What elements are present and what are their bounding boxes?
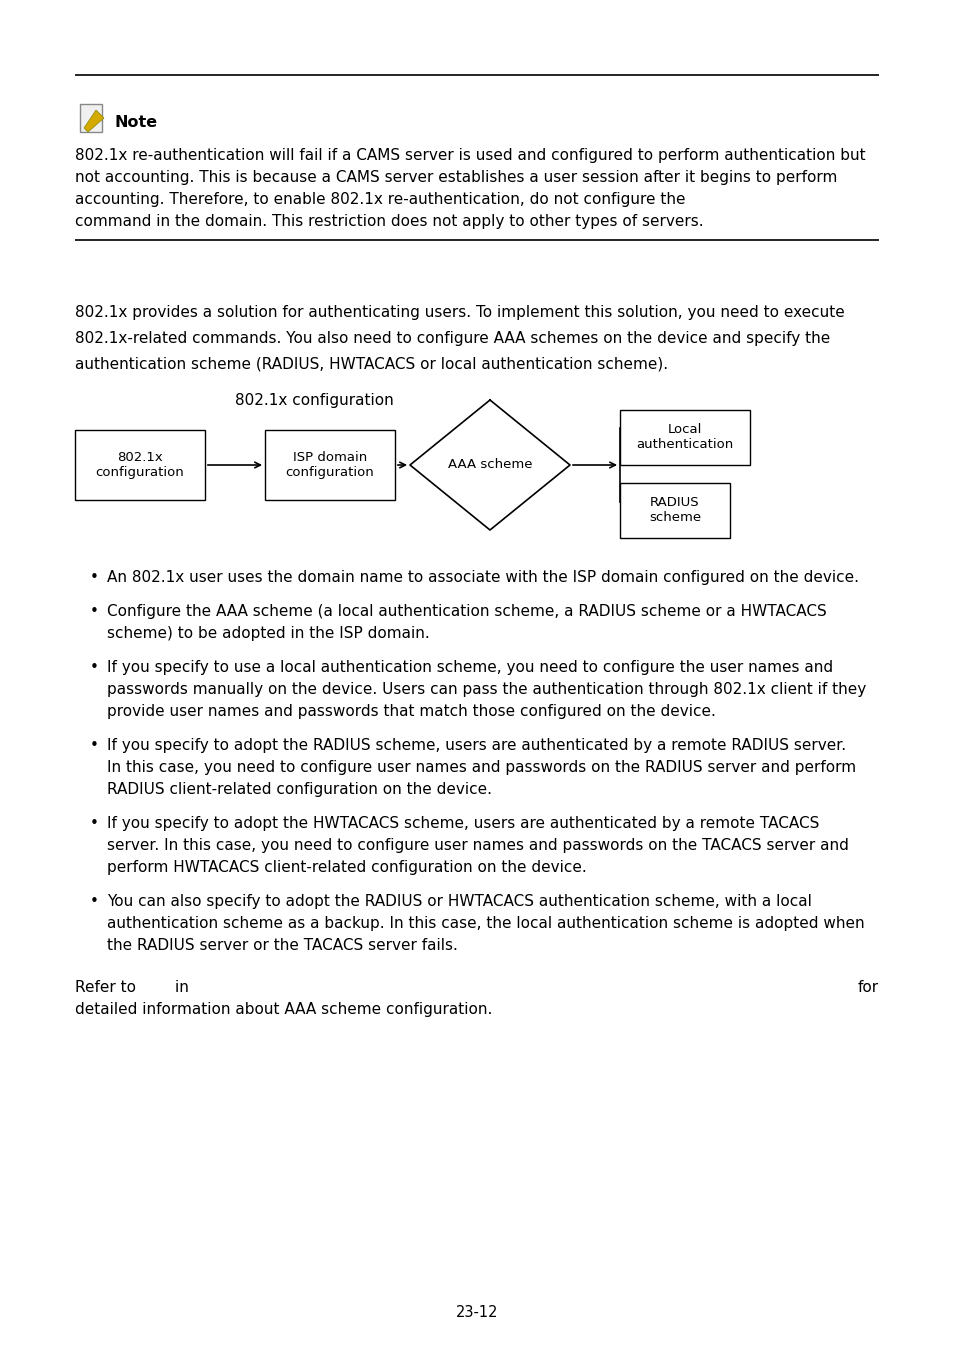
Text: RADIUS client-related configuration on the device.: RADIUS client-related configuration on t… [107, 782, 492, 796]
Text: •: • [90, 738, 99, 753]
Text: scheme) to be adopted in the ISP domain.: scheme) to be adopted in the ISP domain. [107, 626, 429, 641]
Text: perform HWTACACS client-related configuration on the device.: perform HWTACACS client-related configur… [107, 860, 586, 875]
Text: 802.1x
configuration: 802.1x configuration [95, 451, 184, 479]
Text: You can also specify to adopt the RADIUS or HWTACACS authentication scheme, with: You can also specify to adopt the RADIUS… [107, 894, 811, 909]
Text: If you specify to adopt the RADIUS scheme, users are authenticated by a remote R: If you specify to adopt the RADIUS schem… [107, 738, 845, 753]
Text: •: • [90, 894, 99, 909]
FancyBboxPatch shape [75, 431, 205, 500]
Text: AAA scheme: AAA scheme [447, 459, 532, 471]
Text: passwords manually on the device. Users can pass the authentication through 802.: passwords manually on the device. Users … [107, 682, 865, 697]
Text: Note: Note [115, 115, 158, 130]
Text: 802.1x re-authentication will fail if a CAMS server is used and configured to pe: 802.1x re-authentication will fail if a … [75, 148, 864, 163]
Text: Configure the AAA scheme (a local authentication scheme, a RADIUS scheme or a HW: Configure the AAA scheme (a local authen… [107, 603, 826, 620]
Text: •: • [90, 815, 99, 832]
Text: authentication scheme as a backup. In this case, the local authentication scheme: authentication scheme as a backup. In th… [107, 917, 863, 932]
Text: Refer to        in: Refer to in [75, 980, 189, 995]
FancyBboxPatch shape [619, 483, 729, 539]
Text: provide user names and passwords that match those configured on the device.: provide user names and passwords that ma… [107, 703, 715, 720]
Text: 802.1x configuration: 802.1x configuration [234, 393, 394, 408]
Text: If you specify to adopt the HWTACACS scheme, users are authenticated by a remote: If you specify to adopt the HWTACACS sch… [107, 815, 819, 832]
Text: accounting. Therefore, to enable 802.1x re-authentication, do not configure the: accounting. Therefore, to enable 802.1x … [75, 192, 685, 207]
Text: server. In this case, you need to configure user names and passwords on the TACA: server. In this case, you need to config… [107, 838, 848, 853]
Text: •: • [90, 570, 99, 585]
Text: RADIUS
scheme: RADIUS scheme [648, 497, 700, 525]
Text: for: for [857, 980, 878, 995]
Text: 802.1x provides a solution for authenticating users. To implement this solution,: 802.1x provides a solution for authentic… [75, 305, 843, 320]
Text: •: • [90, 603, 99, 620]
Text: An 802.1x user uses the domain name to associate with the ISP domain configured : An 802.1x user uses the domain name to a… [107, 570, 858, 585]
Text: command in the domain. This restriction does not apply to other types of servers: command in the domain. This restriction … [75, 215, 703, 230]
FancyBboxPatch shape [619, 410, 749, 464]
Polygon shape [84, 109, 104, 132]
Text: •: • [90, 660, 99, 675]
FancyBboxPatch shape [80, 104, 102, 132]
FancyBboxPatch shape [265, 431, 395, 500]
Text: not accounting. This is because a CAMS server establishes a user session after i: not accounting. This is because a CAMS s… [75, 170, 837, 185]
Text: detailed information about AAA scheme configuration.: detailed information about AAA scheme co… [75, 1002, 492, 1017]
Text: 23-12: 23-12 [456, 1305, 497, 1320]
Text: Local
authentication: Local authentication [636, 424, 733, 451]
Text: authentication scheme (RADIUS, HWTACACS or local authentication scheme).: authentication scheme (RADIUS, HWTACACS … [75, 356, 667, 373]
Text: the RADIUS server or the TACACS server fails.: the RADIUS server or the TACACS server f… [107, 938, 457, 953]
Text: If you specify to use a local authentication scheme, you need to configure the u: If you specify to use a local authentica… [107, 660, 832, 675]
Text: 802.1x-related commands. You also need to configure AAA schemes on the device an: 802.1x-related commands. You also need t… [75, 331, 829, 346]
Text: In this case, you need to configure user names and passwords on the RADIUS serve: In this case, you need to configure user… [107, 760, 855, 775]
Text: ISP domain
configuration: ISP domain configuration [285, 451, 374, 479]
